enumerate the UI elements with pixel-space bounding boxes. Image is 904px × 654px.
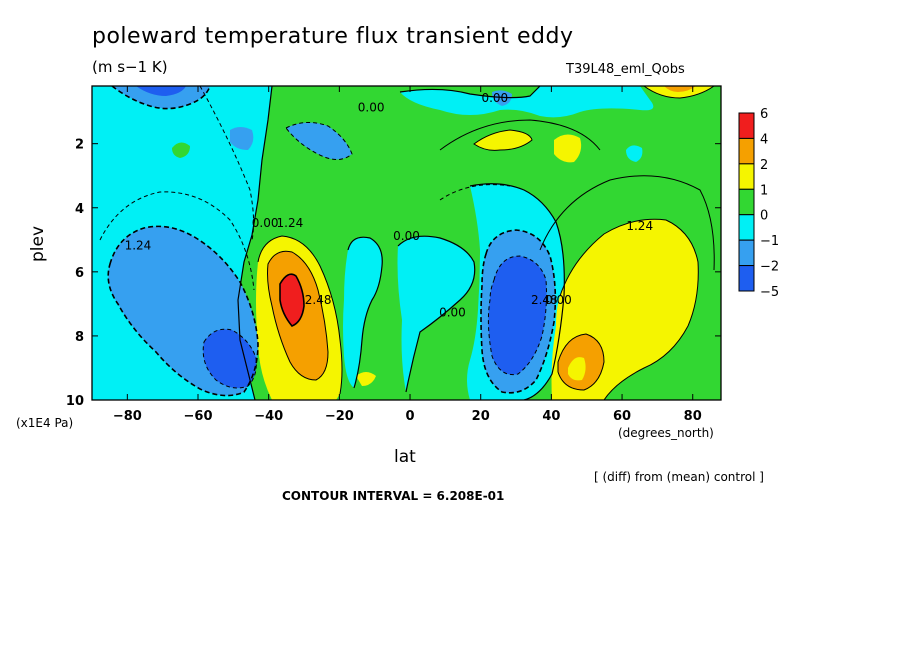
colorbar-label: 1 (760, 183, 768, 198)
contour-label: 0.00 (545, 293, 572, 307)
colorbar-swatch (738, 163, 755, 190)
colorbar-swatch (738, 214, 755, 241)
x-tick-label: 0 (406, 409, 415, 424)
contour-lines (99, 86, 715, 400)
fill-m1-0-center-blob (343, 237, 383, 388)
contour-label: 1.24 (125, 238, 152, 252)
contour-pos-right-2 (557, 333, 605, 391)
contour-pos-left (257, 235, 343, 395)
x-tick-label: 40 (542, 409, 560, 424)
fill-lt-m2-right (488, 256, 547, 375)
fill-m2-m1-small-1 (230, 127, 254, 150)
fill-0-1-small-top (172, 142, 190, 158)
contour-neg-left-outer (99, 191, 255, 291)
contour-neg-top-mid (285, 122, 353, 160)
colorbar-swatch (738, 265, 755, 292)
contour-pos-right-outer (539, 175, 715, 271)
fill-4-6-left (280, 274, 304, 326)
run-id-label: T39L48_eml_Qobs (566, 62, 685, 77)
x-tick-label: −20 (325, 409, 354, 424)
contour-label: 0.00 (439, 306, 466, 320)
contour-pos-left-3 (279, 273, 305, 327)
colorbar: 6 4 2 1 0 −1 −2 −5 (738, 107, 779, 300)
contour-zero-left (237, 86, 273, 400)
contour-pos-left-2 (267, 250, 329, 381)
contour-zero-center-2 (347, 236, 383, 389)
contour-label: 0.00 (358, 101, 385, 115)
contour-pos-upper-mid-2 (439, 119, 601, 151)
y-tick-label: 2 (75, 138, 84, 153)
fill-m1-0-small-top-right (626, 145, 643, 162)
contour-label: 0.00 (252, 216, 279, 230)
x-axis-label: lat (394, 447, 416, 467)
y-tick-label: 4 (75, 202, 84, 217)
colorbar-label: 6 (760, 107, 768, 122)
contour-labels: 0.000.000.001.241.240.002.480.002.480.00… (125, 91, 654, 320)
y-unit-label: (x1E4 Pa) (16, 416, 74, 430)
y-tick-label: 8 (75, 330, 84, 345)
contour-zero-top (399, 86, 541, 99)
contour-interval-label: CONTOUR INTERVAL = 6.208E-01 (282, 489, 505, 503)
contour-label: 1.24 (277, 216, 304, 230)
contour-zero-center (397, 235, 476, 393)
colorbar-label: −2 (760, 260, 779, 275)
fill-lt-m2-top-left (136, 86, 186, 96)
fill-1-2-upper-mid (474, 130, 532, 151)
contour-neg-upper-left (199, 86, 255, 241)
contour-label: 2.48 (531, 293, 558, 307)
fill-2-4-top-right (664, 86, 696, 92)
fill-1-2-upper-right (554, 134, 582, 163)
x-unit-label: (degrees_north) (618, 426, 714, 440)
y-tick-label: 10 (66, 394, 84, 409)
x-tick-label: 20 (472, 409, 490, 424)
contour-neg-left-core (202, 328, 257, 389)
diff-note: [ (diff) from (mean) control ] (594, 470, 764, 484)
y-axis-ticks: 2 4 6 8 10 (66, 138, 721, 409)
colorbar-swatch (738, 112, 755, 139)
x-tick-label: −40 (254, 409, 283, 424)
contour-fill (92, 86, 721, 400)
contour-pos-upper-mid (473, 129, 533, 151)
chart-title: poleward temperature flux transient eddy (92, 24, 574, 49)
contour-neg-right-core (487, 255, 547, 376)
x-tick-label: 80 (684, 409, 702, 424)
units-label: (m s−1 K) (92, 58, 168, 76)
fill-m1-0-top-center (400, 86, 654, 118)
contour-neg-top (111, 86, 211, 110)
fill-m2-m1-small-2 (492, 90, 512, 106)
colorbar-swatch (738, 137, 755, 165)
x-axis-ticks: −80 −60 −40 −20 0 20 40 60 80 (113, 86, 702, 424)
contour-zero-right (469, 183, 565, 400)
colorbar-swatch (738, 239, 755, 267)
x-tick-label: 60 (613, 409, 631, 424)
contour-label: 0.00 (393, 229, 420, 243)
contour-pos-top-right (643, 86, 715, 99)
colorbar-label: −1 (760, 234, 779, 249)
colorbar-label: −5 (760, 285, 779, 300)
colorbar-swatch (738, 188, 755, 216)
contour-pos-right (559, 218, 699, 400)
colorbar-label: 2 (760, 158, 768, 173)
contour-neg-left (107, 225, 259, 397)
fill-m1-0-center-right (397, 236, 475, 392)
fill-1-2-small-bottom (356, 372, 376, 386)
fill-lt-m2-left (203, 329, 257, 388)
contour-neg-right (480, 229, 557, 394)
colorbar-label: 4 (760, 132, 768, 147)
contour-label: 2.48 (305, 293, 332, 307)
x-tick-label: −80 (113, 409, 142, 424)
contour-label: 0.00 (481, 91, 508, 105)
plot-frame (91, 85, 722, 401)
y-tick-label: 6 (75, 266, 84, 281)
fill-0-1-top-center (272, 86, 400, 104)
fill-1-2-right-core (568, 357, 586, 381)
colorbar-label: 0 (760, 209, 768, 224)
contour-label: 1.24 (626, 219, 653, 233)
contour-neg-upper-right (439, 184, 511, 201)
x-tick-label: −60 (184, 409, 213, 424)
fill-m2-m1-top-left (112, 86, 210, 109)
